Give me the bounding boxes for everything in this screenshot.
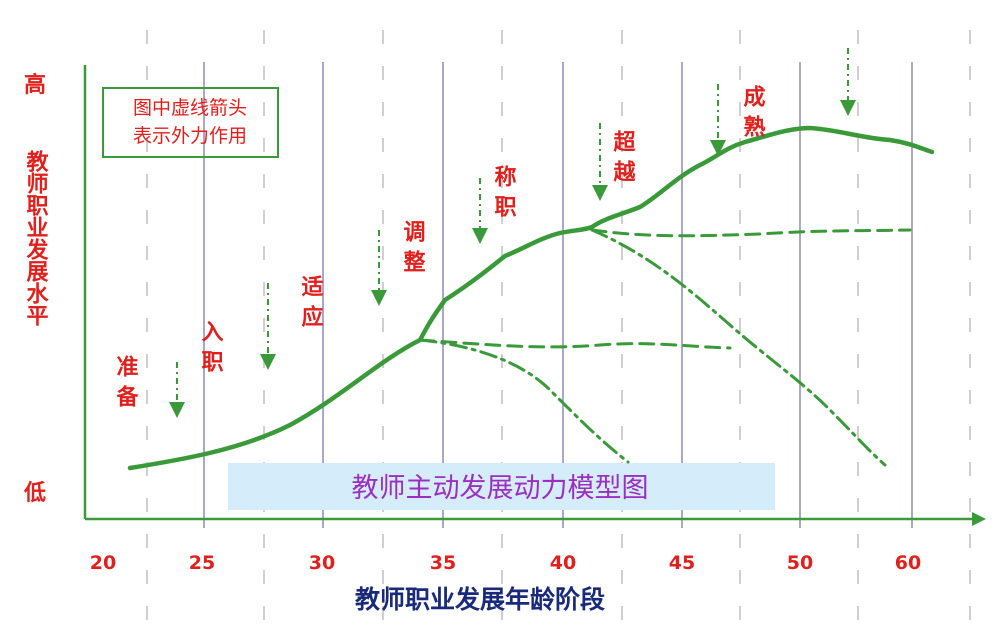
decline-branch (418, 338, 630, 464)
stage-label: 适应 (298, 275, 324, 335)
note-box (102, 87, 279, 158)
grid (203, 62, 913, 528)
y-low: 低 (23, 481, 46, 506)
x-tick-label: 40 (550, 552, 576, 574)
x-tick-label: 35 (430, 552, 456, 574)
x-tick-label: 20 (90, 552, 116, 574)
force-arrows (169, 48, 856, 418)
x-ticks: 20 25 30 35 40 45 50 60 (90, 552, 921, 574)
stage-label: 超越 (610, 130, 637, 190)
stage-label: 调整 (400, 220, 426, 280)
decline-branch (590, 228, 887, 467)
x-tick-label: 45 (669, 552, 695, 574)
title-banner (228, 463, 775, 510)
x-axis-label: 教师职业发展年龄阶段 (355, 585, 605, 614)
x-tick-label: 50 (787, 552, 813, 574)
title: 教师主动发展动力模型图 (352, 473, 649, 504)
x-axis-arrow (972, 512, 986, 526)
x-tick-label: 30 (309, 552, 335, 574)
stage-label: 称职 (491, 164, 517, 225)
x-tick-label: 60 (895, 552, 921, 574)
note-line: 表示外力作用 (133, 125, 247, 147)
y-high: 高 (24, 72, 46, 98)
stage-label: 入职 (198, 320, 224, 380)
stage-label: 成熟 (740, 85, 766, 145)
y-axis-label: 教师职业发展水平 (23, 149, 50, 326)
plateau-branch (418, 338, 732, 350)
faint-grid (146, 30, 971, 625)
stage-label: 准备 (113, 355, 140, 415)
plateau-branch (590, 228, 912, 238)
main-curve (127, 125, 935, 471)
note-line: 图中虚线箭头 (133, 97, 247, 119)
x-tick-label: 25 (189, 552, 215, 574)
